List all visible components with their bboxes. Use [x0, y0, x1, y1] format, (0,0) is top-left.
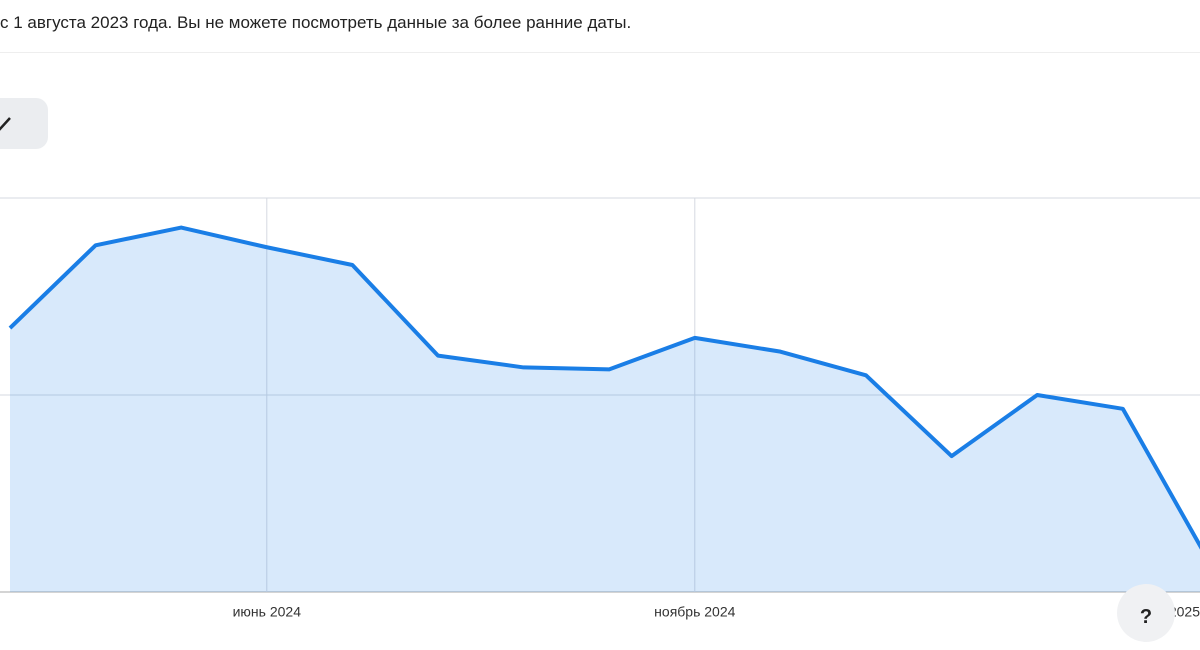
x-tick-label: ноябрь 2024: [654, 604, 735, 620]
help-button[interactable]: ?: [1117, 584, 1175, 642]
page: с 1 августа 2023 года. Вы не можете посм…: [0, 0, 1200, 632]
area-fill: [10, 228, 1200, 592]
x-tick-label: июнь 2024: [233, 604, 302, 620]
